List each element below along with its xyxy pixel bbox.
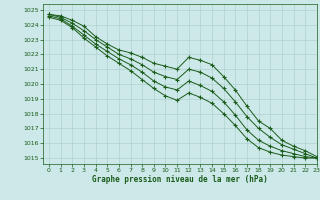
X-axis label: Graphe pression niveau de la mer (hPa): Graphe pression niveau de la mer (hPa) (92, 175, 268, 184)
